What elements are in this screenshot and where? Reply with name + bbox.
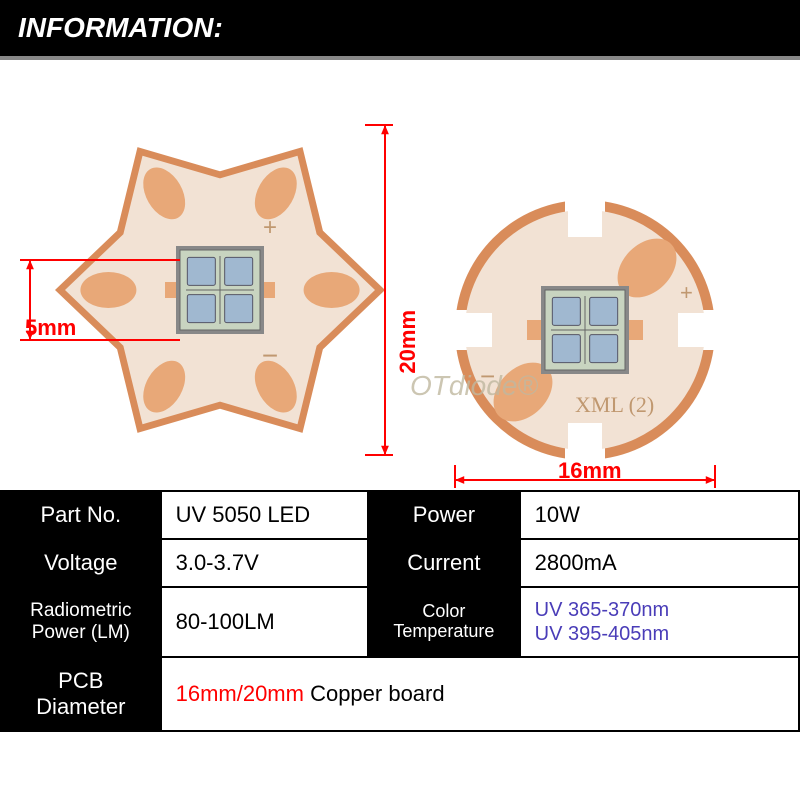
label-partno: Part No. [1,491,161,539]
value-partno: UV 5050 LED [161,491,368,539]
header-title: INFORMATION: [0,0,800,60]
dim-5mm-label: 5mm [25,315,76,341]
dim-16mm-label: 16mm [558,458,622,484]
value-colortemp: UV 365-370nm UV 395-405nm [520,587,799,657]
svg-text:+: + [680,280,693,305]
label-radpower: Radiometric Power (LM) [1,587,161,657]
svg-text:+: + [263,214,277,241]
spec-table: Part No. UV 5050 LED Power 10W Voltage 3… [0,490,800,732]
label-voltage: Voltage [1,539,161,587]
value-power: 10W [520,491,799,539]
svg-text:XML (2): XML (2) [575,392,654,417]
label-pcb: PCB Diameter [1,657,161,731]
watermark: OTdiode® [410,370,538,402]
value-radpower: 80-100LM [161,587,368,657]
label-colortemp: Color Temperature [368,587,520,657]
value-pcb: 16mm/20mm Copper board [161,657,799,731]
value-current: 2800mA [520,539,799,587]
diagram-area: +−+−XML (2) OTdiode® 5mm 20mm 16mm [0,60,800,490]
svg-text:−: − [262,340,278,371]
dim-20mm-label: 20mm [395,310,421,374]
label-power: Power [368,491,520,539]
pcb-diagram: +−+−XML (2) [0,60,800,490]
value-voltage: 3.0-3.7V [161,539,368,587]
label-current: Current [368,539,520,587]
